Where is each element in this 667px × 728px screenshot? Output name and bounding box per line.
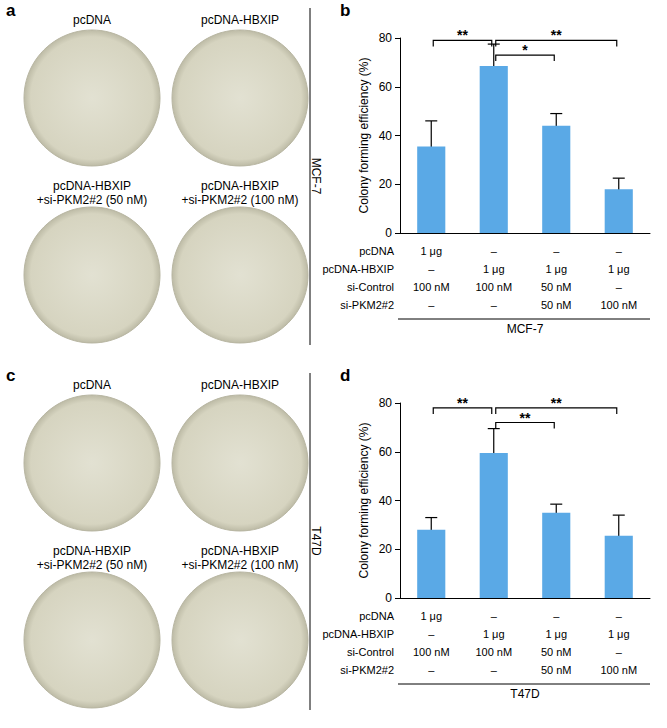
svg-text:–: –	[428, 263, 435, 275]
svg-text:100 nM: 100 nM	[413, 646, 450, 658]
svg-text:50 nM: 50 nM	[541, 664, 572, 676]
svg-text:80: 80	[379, 31, 393, 45]
svg-text:pcDNA-HBXIP: pcDNA-HBXIP	[201, 544, 279, 558]
svg-text:**: **	[551, 27, 562, 43]
svg-text:pcDNA-HBXIP: pcDNA-HBXIP	[201, 13, 279, 27]
svg-text:50 nM: 50 nM	[541, 299, 572, 311]
svg-text:+si-PKM2#2 (50 nM): +si-PKM2#2 (50 nM)	[37, 558, 147, 572]
svg-text:1 μg: 1 μg	[545, 263, 567, 275]
svg-text:si-PKM2#2: si-PKM2#2	[340, 664, 394, 676]
svg-text:pcDNA-HBXIP: pcDNA-HBXIP	[201, 378, 279, 392]
svg-text:pcDNA-HBXIP: pcDNA-HBXIP	[53, 179, 131, 193]
svg-text:pcDNA-HBXIP: pcDNA-HBXIP	[322, 628, 394, 640]
svg-text:–: –	[491, 610, 498, 622]
svg-text:**: **	[520, 410, 531, 426]
svg-text:si-Control: si-Control	[347, 281, 394, 293]
svg-text:pcDNA: pcDNA	[359, 245, 395, 257]
svg-text:pcDNA-HBXIP: pcDNA-HBXIP	[201, 179, 279, 193]
svg-text:b: b	[340, 1, 350, 20]
svg-text:T47D: T47D	[309, 526, 323, 556]
svg-text:1 μg: 1 μg	[420, 245, 442, 257]
svg-text:60: 60	[379, 80, 393, 94]
svg-text:1 μg: 1 μg	[483, 628, 505, 640]
svg-text:50 nM: 50 nM	[541, 646, 572, 658]
svg-text:100 nM: 100 nM	[600, 664, 637, 676]
svg-text:–: –	[428, 299, 435, 311]
svg-text:pcDNA-HBXIP: pcDNA-HBXIP	[53, 544, 131, 558]
svg-text:100 nM: 100 nM	[475, 281, 512, 293]
svg-text:pcDNA: pcDNA	[73, 378, 111, 392]
svg-text:–: –	[491, 299, 498, 311]
svg-text:pcDNA: pcDNA	[73, 13, 111, 27]
svg-text:a: a	[6, 1, 16, 20]
svg-text:80: 80	[379, 396, 393, 410]
svg-text:0: 0	[385, 226, 392, 240]
svg-text:Colony forming efficiency (%): Colony forming efficiency (%)	[357, 423, 371, 579]
svg-text:–: –	[428, 628, 435, 640]
svg-text:+si-PKM2#2 (100 nM): +si-PKM2#2 (100 nM)	[181, 558, 298, 572]
svg-text:1 μg: 1 μg	[608, 628, 630, 640]
svg-text:–: –	[553, 610, 560, 622]
svg-text:d: d	[340, 366, 350, 385]
svg-text:–: –	[553, 245, 560, 257]
svg-text:pcDNA-HBXIP: pcDNA-HBXIP	[322, 263, 394, 275]
svg-text:MCF-7: MCF-7	[507, 322, 544, 336]
svg-text:–: –	[616, 245, 623, 257]
svg-text:c: c	[6, 366, 15, 385]
svg-text:1 μg: 1 μg	[420, 610, 442, 622]
svg-text:T47D: T47D	[510, 687, 540, 701]
svg-text:1 μg: 1 μg	[545, 628, 567, 640]
svg-text:–: –	[616, 281, 623, 293]
svg-text:pcDNA: pcDNA	[359, 610, 395, 622]
svg-text:20: 20	[379, 177, 393, 191]
svg-text:1 μg: 1 μg	[608, 263, 630, 275]
svg-text:0: 0	[385, 591, 392, 605]
svg-text:+si-PKM2#2 (100 nM): +si-PKM2#2 (100 nM)	[181, 193, 298, 207]
svg-text:**: **	[457, 395, 468, 411]
svg-text:1 μg: 1 μg	[483, 263, 505, 275]
svg-text:–: –	[616, 646, 623, 658]
svg-text:–: –	[491, 664, 498, 676]
svg-text:50 nM: 50 nM	[541, 281, 572, 293]
svg-text:+si-PKM2#2 (50 nM): +si-PKM2#2 (50 nM)	[37, 193, 147, 207]
svg-text:40: 40	[379, 494, 393, 508]
svg-text:–: –	[491, 245, 498, 257]
svg-text:–: –	[616, 610, 623, 622]
svg-text:Colony forming efficiency (%): Colony forming efficiency (%)	[357, 58, 371, 214]
svg-text:MCF-7: MCF-7	[309, 158, 323, 195]
svg-text:si-Control: si-Control	[347, 646, 394, 658]
svg-text:100 nM: 100 nM	[600, 299, 637, 311]
svg-text:**: **	[551, 395, 562, 411]
svg-text:20: 20	[379, 542, 393, 556]
svg-text:**: **	[457, 27, 468, 43]
svg-text:*: *	[522, 42, 528, 58]
svg-text:100 nM: 100 nM	[475, 646, 512, 658]
svg-text:si-PKM2#2: si-PKM2#2	[340, 299, 394, 311]
svg-text:60: 60	[379, 445, 393, 459]
svg-text:40: 40	[379, 129, 393, 143]
svg-text:100 nM: 100 nM	[413, 281, 450, 293]
svg-text:–: –	[428, 664, 435, 676]
